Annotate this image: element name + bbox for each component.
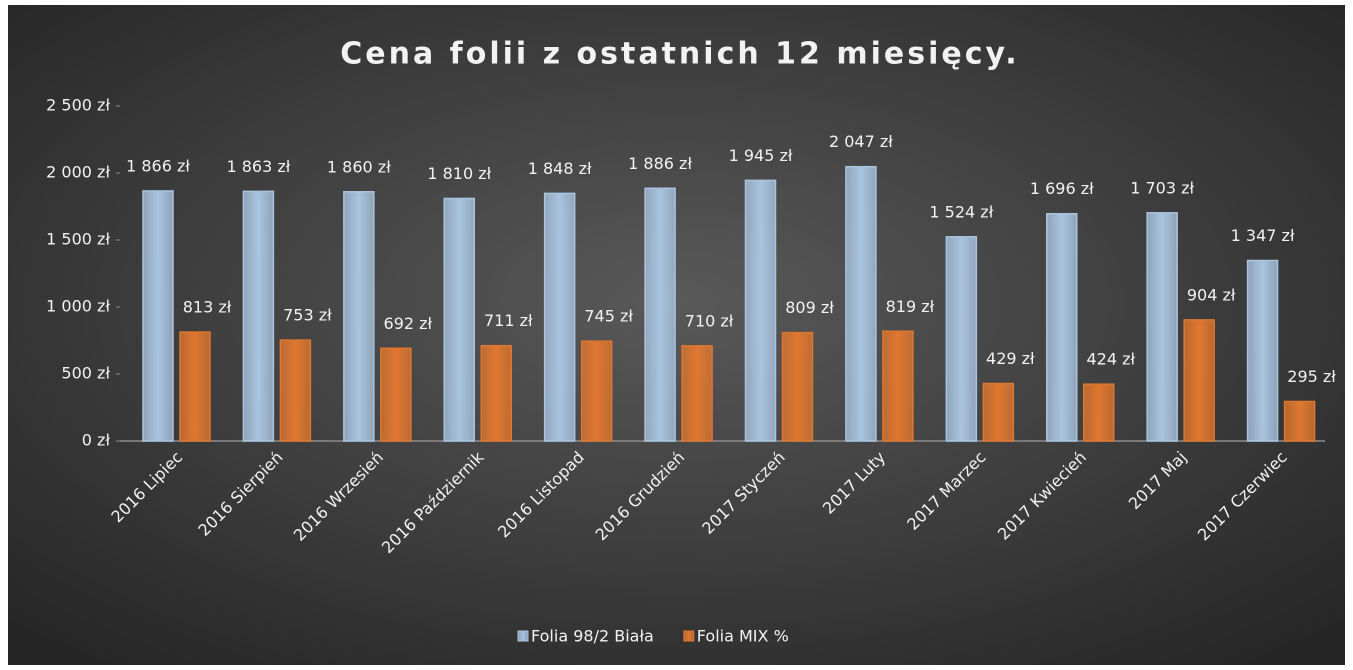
y-tick-label: 1 000 zł (46, 297, 110, 316)
chart-background (8, 5, 1345, 665)
bar (279, 339, 312, 442)
data-label: 1 863 zł (226, 157, 290, 176)
bar (681, 345, 713, 442)
bar (1083, 383, 1115, 442)
data-label: 692 zł (384, 314, 433, 333)
bar (343, 191, 375, 442)
bar (480, 344, 512, 442)
data-label: 1 860 zł (327, 157, 391, 176)
bar (242, 190, 275, 442)
data-label: 424 zł (1086, 350, 1135, 369)
data-label: 711 zł (484, 311, 533, 330)
data-label: 1 696 zł (1030, 179, 1094, 198)
data-label: 429 zł (986, 349, 1035, 368)
bar (580, 340, 613, 442)
bar (1246, 259, 1279, 442)
bar (179, 331, 211, 442)
bar (543, 192, 576, 442)
data-label: 1 866 zł (126, 156, 190, 175)
bar (142, 190, 174, 442)
bar (1283, 400, 1316, 442)
data-label: 2 047 zł (829, 132, 893, 151)
data-label: 819 zł (886, 297, 935, 316)
data-label: 904 zł (1187, 285, 1236, 304)
legend-swatch (517, 630, 529, 642)
bar (443, 197, 475, 442)
data-label: 1 703 zł (1130, 178, 1194, 197)
y-tick-label: 2 000 zł (46, 163, 110, 182)
data-label: 1 945 zł (729, 146, 793, 165)
data-label: 1 810 zł (427, 164, 491, 183)
bar (845, 165, 877, 442)
data-label: 745 zł (584, 307, 633, 326)
legend-label: Folia MIX % (697, 627, 789, 646)
data-label: 1 848 zł (528, 159, 592, 178)
data-label: 813 zł (183, 298, 232, 317)
bar (1046, 212, 1078, 442)
y-tick-label: 1 500 zł (46, 230, 110, 249)
bar (882, 330, 914, 442)
data-label: 295 zł (1287, 367, 1336, 386)
bar (1183, 319, 1215, 442)
data-label: 753 zł (283, 306, 332, 325)
bar (744, 179, 777, 442)
bar (380, 347, 412, 442)
data-label: 1 347 zł (1231, 226, 1295, 245)
y-tick-label: 0 zł (82, 431, 111, 450)
bar (1146, 212, 1178, 442)
bar (982, 382, 1015, 442)
data-label: 809 zł (785, 298, 834, 317)
legend-swatch (683, 630, 695, 642)
y-tick-label: 2 500 zł (46, 96, 110, 115)
data-label: 1 524 zł (929, 202, 993, 221)
y-tick-label: 500 zł (61, 364, 110, 383)
data-label: 1 886 zł (628, 154, 692, 173)
bar (781, 331, 814, 442)
bar (644, 187, 676, 442)
data-label: 710 zł (685, 311, 734, 330)
bar (945, 236, 978, 442)
legend-label: Folia 98/2 Biała (531, 627, 654, 646)
chart-title: Cena folii z ostatnich 12 miesięcy. (340, 37, 1019, 72)
